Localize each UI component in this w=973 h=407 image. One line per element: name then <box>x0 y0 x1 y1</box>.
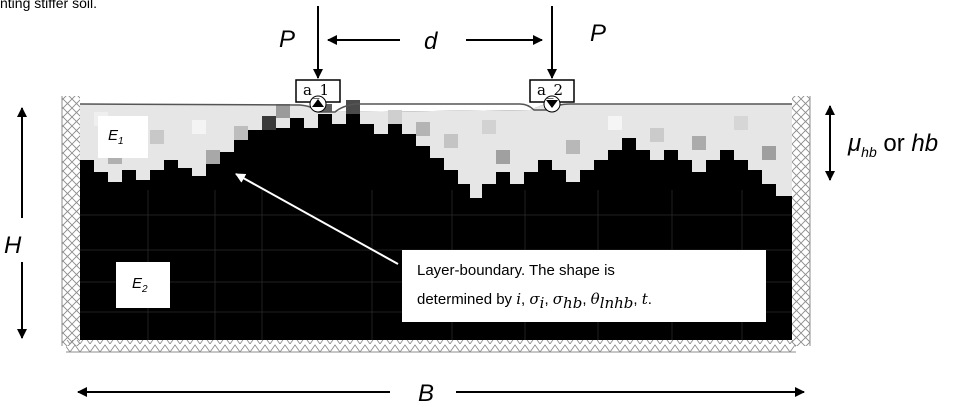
thickness-label: μhb or hb <box>848 132 938 159</box>
footing-label-1: a_1 <box>303 81 329 99</box>
param-sigma-hb: σ <box>552 290 564 308</box>
left-roller-support <box>62 96 80 346</box>
caption-fragment: nting stiffer soil. <box>0 0 98 11</box>
hb-symbol: hb <box>911 130 939 157</box>
param-theta-sub: lnhb <box>599 294 634 312</box>
e1-symbol: E <box>108 127 119 144</box>
width-label: B <box>418 380 435 407</box>
e1-index: 1 <box>118 136 124 147</box>
callout-line-1: Layer-boundary. The shape is <box>417 262 615 279</box>
footing-label-2: a_2 <box>537 81 563 99</box>
param-t: t <box>641 290 648 308</box>
mu-symbol: μ <box>848 130 862 157</box>
layer-e1-label: E1 <box>98 116 148 158</box>
right-roller-support <box>792 96 810 346</box>
param-sigma-i: σ <box>529 290 540 308</box>
height-label: H <box>4 232 22 259</box>
param-i: i <box>516 290 522 308</box>
callout-prefix: determined by <box>417 291 517 308</box>
mu-subscript: hb <box>861 143 877 160</box>
footing-1 <box>295 79 341 113</box>
callout-leader <box>235 173 399 265</box>
callout-line-2: determined by i, σi, σhb, θlnhb, t. <box>417 290 652 312</box>
load-label-left: P <box>279 26 296 53</box>
spacing-label: d <box>424 28 438 55</box>
e2-symbol: E <box>132 275 143 292</box>
param-sigma-hb-sub: hb <box>563 294 583 312</box>
or-word: or <box>883 130 905 157</box>
bottom-pin-support <box>66 340 796 352</box>
e2-index: 2 <box>142 284 148 295</box>
footing-2 <box>529 79 575 113</box>
param-sigma-i-sub: i <box>539 294 545 312</box>
layer-boundary-callout: Layer-boundary. The shape is determined … <box>402 250 766 322</box>
param-theta: θ <box>590 290 600 308</box>
layer-e2-label: E2 <box>116 262 170 308</box>
load-label-right: P <box>590 20 607 47</box>
